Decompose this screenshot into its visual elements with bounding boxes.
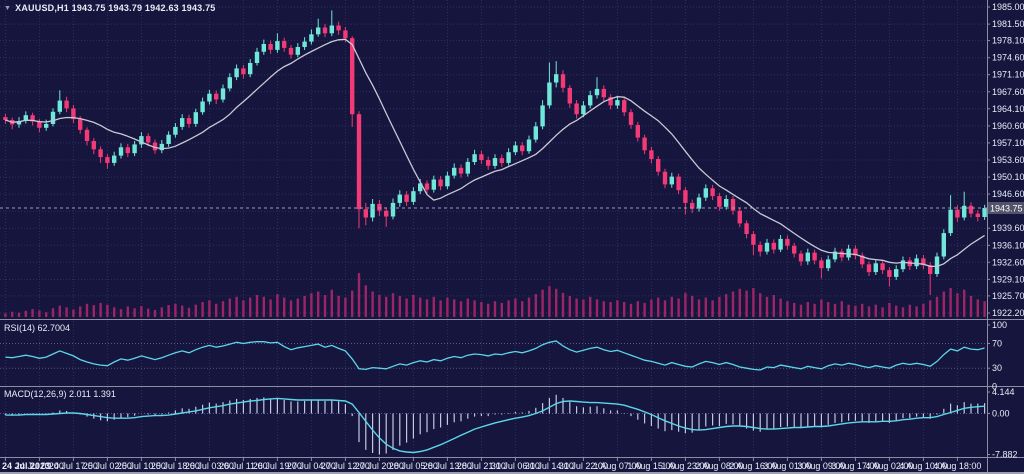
macd-indicator-label: MACD(12,26,9) 2.011 1.391 xyxy=(4,389,116,399)
svg-text:1971.10: 1971.10 xyxy=(992,70,1024,80)
current-price-marker: 1943.75 xyxy=(0,202,1024,214)
svg-text:26 Jul 03:00: 26 Jul 03:00 xyxy=(185,461,234,471)
svg-text:3 Aug 09:00: 3 Aug 09:00 xyxy=(797,461,845,471)
svg-text:4 Aug 10:00: 4 Aug 10:00 xyxy=(899,461,947,471)
svg-text:1946.60: 1946.60 xyxy=(992,189,1024,199)
symbol-ohlc-text: XAUUSD,H1 1943.75 1943.79 1942.63 1943.7… xyxy=(15,3,216,13)
svg-text:1964.10: 1964.10 xyxy=(992,104,1024,114)
svg-text:-7.882: -7.882 xyxy=(992,450,1018,460)
svg-text:28 Jul 21:00: 28 Jul 21:00 xyxy=(457,461,506,471)
svg-text:0.00: 0.00 xyxy=(992,409,1010,419)
svg-text:1925.70: 1925.70 xyxy=(992,291,1024,301)
svg-text:1929.10: 1929.10 xyxy=(992,274,1024,284)
svg-text:24 Jul 17:00: 24 Jul 17:00 xyxy=(49,461,98,471)
svg-text:26 Jul 19:00: 26 Jul 19:00 xyxy=(253,461,302,471)
svg-text:1 Aug 15:00: 1 Aug 15:00 xyxy=(627,461,675,471)
candles-layer xyxy=(3,10,987,295)
volume-layer xyxy=(4,273,986,317)
collapse-triangle-icon[interactable]: ▼ xyxy=(4,5,12,12)
svg-text:24 Jul 2023: 24 Jul 2023 xyxy=(2,461,50,471)
svg-text:1974.60: 1974.60 xyxy=(992,53,1024,63)
svg-text:27 Jul 12:00: 27 Jul 12:00 xyxy=(321,461,370,471)
svg-text:1985.00: 1985.00 xyxy=(992,2,1024,12)
svg-text:0: 0 xyxy=(992,382,997,392)
svg-text:1939.60: 1939.60 xyxy=(992,223,1024,233)
svg-text:1943.75: 1943.75 xyxy=(990,204,1023,214)
svg-text:27 Jul 04:00: 27 Jul 04:00 xyxy=(287,461,336,471)
rsi-indicator-label: RSI(14) 62.7004 xyxy=(4,323,71,333)
svg-text:1 Aug 07:00: 1 Aug 07:00 xyxy=(593,461,641,471)
symbol-ohlc-line: ▼ XAUUSD,H1 1943.75 1943.79 1942.63 1943.… xyxy=(4,3,215,14)
svg-text:27 Jul 20:00: 27 Jul 20:00 xyxy=(355,461,404,471)
svg-text:1936.10: 1936.10 xyxy=(992,240,1024,250)
svg-text:70: 70 xyxy=(992,339,1002,349)
grid-layer xyxy=(0,0,987,457)
svg-text:1922.20: 1922.20 xyxy=(992,308,1024,318)
price-axis[interactable]: 1985.00 1981.50 1978.10 1974.60 1971.10 1967.… xyxy=(4,2,1024,461)
svg-text:1932.60: 1932.60 xyxy=(992,257,1024,267)
svg-text:1967.60: 1967.60 xyxy=(992,87,1024,97)
svg-text:4.144: 4.144 xyxy=(992,387,1015,397)
svg-text:31 Jul 06:00: 31 Jul 06:00 xyxy=(491,461,540,471)
svg-text:1953.60: 1953.60 xyxy=(992,155,1024,165)
svg-text:3 Aug 01:00: 3 Aug 01:00 xyxy=(763,461,811,471)
svg-text:28 Jul 05:00: 28 Jul 05:00 xyxy=(389,461,438,471)
svg-text:1957.10: 1957.10 xyxy=(992,138,1024,148)
svg-text:31 Jul 14:00: 31 Jul 14:00 xyxy=(525,461,574,471)
svg-text:1978.10: 1978.10 xyxy=(992,36,1024,46)
svg-text:25 Jul 10:00: 25 Jul 10:00 xyxy=(117,461,166,471)
svg-text:2 Aug 08:00: 2 Aug 08:00 xyxy=(695,461,743,471)
svg-text:31 Jul 22:00: 31 Jul 22:00 xyxy=(559,461,608,471)
svg-text:1981.50: 1981.50 xyxy=(992,19,1024,29)
svg-text:3 Aug 17:00: 3 Aug 17:00 xyxy=(831,461,879,471)
svg-text:24 Jul 09:00: 24 Jul 09:00 xyxy=(15,461,64,471)
svg-text:1950.10: 1950.10 xyxy=(992,172,1024,182)
svg-text:30: 30 xyxy=(992,363,1002,373)
rsi-pane[interactable] xyxy=(0,340,987,371)
svg-text:26 Jul 11:00: 26 Jul 11:00 xyxy=(219,461,267,471)
svg-text:25 Jul 18:00: 25 Jul 18:00 xyxy=(151,461,200,471)
svg-text:4 Aug 02:00: 4 Aug 02:00 xyxy=(865,461,913,471)
svg-text:1 Aug 23:00: 1 Aug 23:00 xyxy=(661,461,709,471)
svg-text:4 Aug 18:00: 4 Aug 18:00 xyxy=(933,461,981,471)
svg-text:100: 100 xyxy=(992,320,1007,330)
svg-text:1960.60: 1960.60 xyxy=(992,121,1024,131)
macd-pane[interactable] xyxy=(0,394,987,455)
svg-text:2 Aug 16:00: 2 Aug 16:00 xyxy=(729,461,777,471)
svg-text:28 Jul 13:00: 28 Jul 13:00 xyxy=(423,461,472,471)
moving-average-line xyxy=(5,38,985,268)
svg-text:25 Jul 02:00: 25 Jul 02:00 xyxy=(83,461,132,471)
